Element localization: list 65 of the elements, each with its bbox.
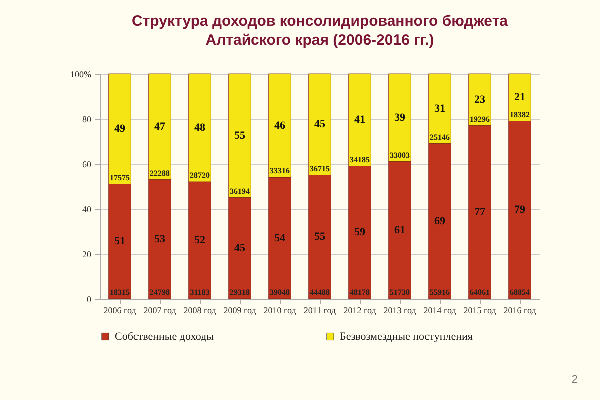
data-label: 79 (514, 204, 526, 216)
annotation: 18382 (510, 110, 530, 120)
annotation: 68854 (510, 288, 530, 297)
annotation: 19296 (470, 114, 490, 124)
y-tick-label: 40 (82, 204, 92, 214)
x-tick-label: 2012 год (344, 306, 377, 316)
y-tick-label: 100% (70, 70, 92, 80)
data-label: 46 (274, 120, 286, 132)
data-label: 49 (114, 123, 126, 136)
annotation: 33316 (270, 166, 290, 176)
data-label: 48 (194, 122, 206, 134)
data-label: 47 (154, 120, 166, 133)
data-label: 69 (434, 215, 446, 228)
data-label: 23 (474, 94, 486, 106)
x-tick-label: 2006 год (104, 306, 137, 316)
data-label: 54 (274, 232, 286, 244)
annotation: 31183 (190, 288, 210, 297)
annotation: 36715 (310, 164, 330, 174)
y-tick-label: 60 (82, 160, 92, 170)
x-tick-label: 2016 год (504, 306, 537, 316)
annotation: 25146 (430, 132, 450, 142)
annotation: 34185 (350, 155, 370, 164)
annotation: 29318 (230, 288, 250, 297)
annotation: 17575 (110, 173, 130, 182)
data-label: 55 (314, 231, 326, 244)
annotation: 48178 (350, 288, 370, 297)
legend-label: Безвозмездные поступления (340, 330, 473, 343)
annotation: 18315 (110, 288, 130, 297)
data-label: 77 (474, 206, 486, 218)
annotation: 51730 (390, 288, 410, 297)
x-tick-label: 2009 год (224, 306, 257, 316)
x-tick-label: 2011 год (304, 306, 337, 316)
x-tick-label: 2007 год (144, 306, 177, 316)
data-label: 45 (314, 118, 326, 131)
data-label: 61 (394, 224, 406, 236)
data-label: 45 (234, 242, 246, 254)
x-tick-label: 2013 год (384, 306, 417, 316)
x-tick-label: 2010 год (264, 306, 297, 316)
x-tick-label: 2014 год (424, 306, 457, 316)
annotation: 36194 (230, 186, 250, 196)
data-label: 55 (234, 130, 246, 142)
x-tick-label: 2015 год (464, 306, 497, 316)
annotation: 44488 (310, 288, 330, 297)
data-label: 59 (354, 226, 366, 239)
annotation: 24798 (150, 288, 170, 297)
legend-label: Собственные доходы (115, 330, 215, 343)
annotation: 64061 (470, 288, 490, 297)
data-label: 53 (154, 233, 166, 246)
data-label: 21 (514, 92, 526, 104)
data-label: 39 (394, 112, 406, 124)
annotation: 28720 (190, 171, 210, 180)
text: 2 (572, 374, 578, 386)
y-tick-label: 80 (82, 114, 92, 124)
data-label: 31 (434, 102, 446, 115)
y-tick-label: 0 (87, 294, 92, 304)
chart-title: Структура доходов консолидированного бюджета Алтайского края (2006-2016 гг.) (132, 13, 509, 49)
y-tick-label: 20 (82, 250, 92, 260)
x-tick-label: 2008 год (184, 306, 217, 316)
annotation: 39048 (270, 288, 290, 297)
data-label: 51 (114, 236, 126, 248)
data-label: 52 (194, 234, 206, 246)
annotation: 55916 (430, 288, 450, 297)
annotation: 33003 (390, 150, 410, 160)
data-label: 41 (354, 114, 366, 126)
annotation: 22288 (150, 168, 170, 178)
